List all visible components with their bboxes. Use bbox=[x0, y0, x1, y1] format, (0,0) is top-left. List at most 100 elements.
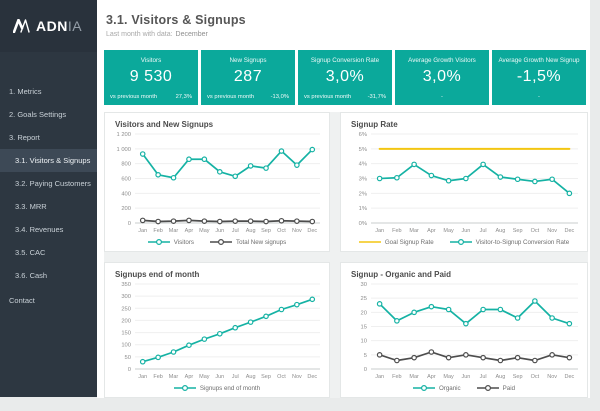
kpi-card-avg-growth-visitors: Average Growth Visitors 3,0% - bbox=[395, 50, 489, 105]
svg-text:Oct: Oct bbox=[277, 228, 286, 234]
svg-text:Feb: Feb bbox=[153, 228, 162, 234]
legend-swatch bbox=[476, 384, 499, 392]
svg-text:5%: 5% bbox=[359, 147, 367, 153]
svg-text:Apr: Apr bbox=[185, 374, 194, 380]
svg-text:May: May bbox=[199, 374, 210, 380]
chart-signup-rate: Signup Rate 0% 1% 2% 3% 4% 5% 6% Jan Feb Mar Apr Ma… bbox=[340, 112, 588, 252]
svg-text:4%: 4% bbox=[359, 162, 367, 168]
brand-name-bold: ADN bbox=[36, 18, 68, 34]
svg-text:Oct: Oct bbox=[531, 374, 540, 380]
svg-text:0: 0 bbox=[364, 367, 367, 373]
chart-canvas: 0 5 10 15 20 25 30 Jan Feb Mar Apr May Jun Jul Aug Sep O… bbox=[341, 279, 587, 382]
svg-text:25: 25 bbox=[361, 296, 367, 302]
svg-text:0%: 0% bbox=[359, 221, 367, 227]
svg-text:Sep: Sep bbox=[261, 228, 271, 234]
sidebar-item-paying-customers[interactable]: 3.2. Paying Customers bbox=[15, 179, 91, 188]
svg-text:Jul: Jul bbox=[232, 228, 239, 234]
legend-item: Visitors bbox=[147, 238, 194, 246]
kpi-card-visitors: Visitors 9 530 vs previous month 27,3% bbox=[104, 50, 198, 105]
sidebar-item-visitors-signups[interactable]: 3.1. Visitors & Signups bbox=[0, 149, 97, 172]
legend-swatch bbox=[147, 238, 170, 246]
sidebar-item-mrr[interactable]: 3.3. MRR bbox=[15, 202, 47, 211]
svg-text:Dec: Dec bbox=[307, 228, 317, 234]
svg-text:Oct: Oct bbox=[277, 374, 286, 380]
svg-text:May: May bbox=[199, 228, 210, 234]
svg-text:3%: 3% bbox=[359, 177, 367, 183]
legend-swatch bbox=[449, 238, 472, 246]
chart-canvas: 0% 1% 2% 3% 4% 5% 6% Jan Feb Mar Apr May Jun Jul Aug Se… bbox=[341, 129, 587, 236]
legend-label: Visitors bbox=[173, 238, 194, 246]
svg-text:Jan: Jan bbox=[375, 374, 384, 380]
svg-text:Oct: Oct bbox=[531, 228, 540, 234]
legend-item: Goal Signup Rate bbox=[358, 238, 434, 246]
svg-text:800: 800 bbox=[121, 162, 131, 168]
svg-text:400: 400 bbox=[121, 191, 131, 197]
legend-swatch bbox=[358, 241, 381, 243]
svg-text:Jun: Jun bbox=[461, 228, 470, 234]
kpi-sub-label: vs previous month bbox=[304, 94, 352, 100]
kpi-title: Average Growth Visitors bbox=[408, 57, 476, 64]
chart-legend: Organic Paid bbox=[341, 382, 587, 397]
svg-text:350: 350 bbox=[121, 282, 131, 288]
brand-name-light: IA bbox=[67, 18, 83, 34]
svg-text:200: 200 bbox=[121, 318, 131, 324]
svg-text:Nov: Nov bbox=[292, 374, 302, 380]
svg-text:Nov: Nov bbox=[547, 228, 557, 234]
adnia-logo-icon bbox=[13, 19, 30, 33]
svg-text:1%: 1% bbox=[359, 206, 367, 212]
svg-text:Jan: Jan bbox=[138, 228, 147, 234]
sidebar-item-metrics[interactable]: 1. Metrics bbox=[9, 87, 42, 96]
chart-visitors-and-new-signups: Visitors and New Signups 0 200 400 600 800 1 … bbox=[104, 112, 330, 252]
sidebar-item-contact[interactable]: Contact bbox=[9, 296, 35, 305]
chart-legend: Goal Signup Rate Visitor-to-Signup Conver… bbox=[341, 236, 587, 251]
chart-title: Visitors and New Signups bbox=[115, 120, 214, 129]
kpi-title: Signup Conversion Rate bbox=[310, 57, 380, 64]
chart-canvas: 0 50 100 150 200 250 300 350 Jan Feb Mar Apr May Jun J… bbox=[105, 279, 329, 382]
kpi-sub-value: - bbox=[538, 94, 540, 100]
sidebar-item-cac[interactable]: 3.5. CAC bbox=[15, 248, 46, 257]
legend-label: Organic bbox=[438, 384, 461, 392]
kpi-value: -1,5% bbox=[516, 68, 562, 85]
svg-text:Nov: Nov bbox=[292, 228, 302, 234]
svg-text:2%: 2% bbox=[359, 191, 367, 197]
svg-text:50: 50 bbox=[125, 355, 131, 361]
sidebar-item-goals-settings[interactable]: 2. Goals Settings bbox=[9, 110, 67, 119]
sidebar-item-cash[interactable]: 3.6. Cash bbox=[15, 271, 48, 280]
sidebar-item-revenues[interactable]: 3.4. Revenues bbox=[15, 225, 64, 234]
svg-text:5: 5 bbox=[364, 353, 367, 359]
brand-name: ADNIA bbox=[36, 18, 82, 34]
legend-label: Signups end of month bbox=[199, 384, 261, 392]
kpi-sub-value: 27,3% bbox=[175, 94, 192, 100]
kpi-title: New Signups bbox=[229, 57, 267, 64]
svg-text:Aug: Aug bbox=[246, 374, 256, 380]
page-header: 3.1. Visitors & Signups Last month with … bbox=[97, 0, 590, 38]
legend-swatch bbox=[173, 384, 196, 392]
svg-text:Aug: Aug bbox=[246, 228, 256, 234]
svg-text:6%: 6% bbox=[359, 132, 367, 138]
svg-text:10: 10 bbox=[361, 339, 367, 345]
svg-text:Dec: Dec bbox=[564, 228, 574, 234]
svg-text:15: 15 bbox=[361, 325, 367, 331]
legend-label: Goal Signup Rate bbox=[384, 238, 434, 246]
svg-text:30: 30 bbox=[361, 282, 367, 288]
svg-text:150: 150 bbox=[121, 331, 131, 337]
sidebar-item-report[interactable]: 3. Report bbox=[9, 133, 40, 142]
subtitle-value: December bbox=[175, 31, 208, 38]
svg-text:Jun: Jun bbox=[215, 374, 224, 380]
page-title: 3.1. Visitors & Signups bbox=[106, 13, 246, 27]
chart-legend: Visitors Total New signups bbox=[105, 236, 329, 251]
kpi-title: Average Growth New Signup bbox=[498, 57, 580, 64]
svg-text:0: 0 bbox=[128, 367, 131, 373]
svg-text:1 000: 1 000 bbox=[116, 147, 131, 153]
kpi-sub-value: -13,0% bbox=[270, 94, 289, 100]
svg-text:Jul: Jul bbox=[232, 374, 239, 380]
svg-text:Feb: Feb bbox=[392, 228, 401, 234]
chart-title: Signup - Organic and Paid bbox=[351, 270, 452, 279]
kpi-card-avg-growth-new-signup: Average Growth New Signup -1,5% - bbox=[492, 50, 586, 105]
svg-text:200: 200 bbox=[121, 206, 131, 212]
svg-text:Sep: Sep bbox=[513, 374, 523, 380]
legend-label: Total New signups bbox=[235, 238, 287, 246]
kpi-row: Visitors 9 530 vs previous month 27,3% Ne… bbox=[104, 50, 586, 105]
page-subtitle: Last month with data: December bbox=[106, 31, 590, 38]
chart-legend: Signups end of month bbox=[105, 382, 329, 397]
